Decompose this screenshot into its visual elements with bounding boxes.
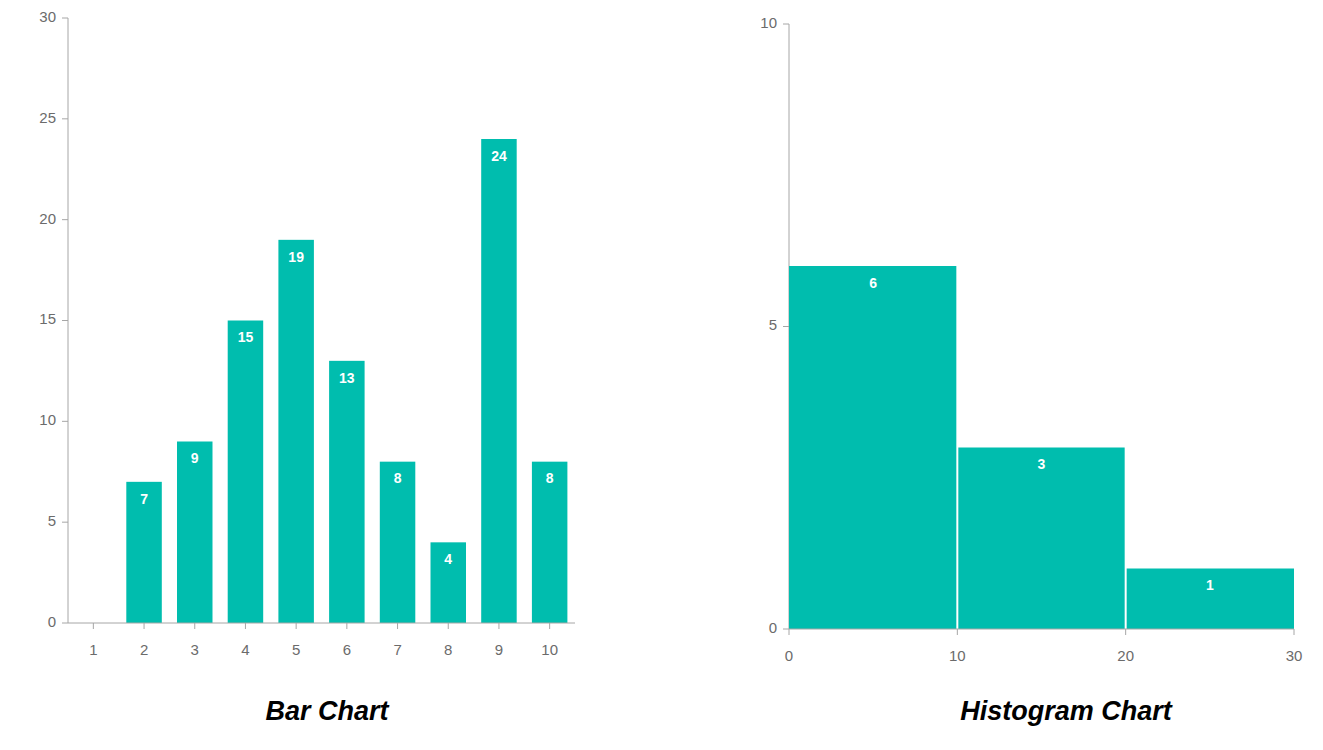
x-tick-label: 4 (241, 641, 249, 658)
bar (532, 462, 567, 623)
data-label: 13 (339, 370, 355, 386)
data-label: 19 (288, 249, 304, 265)
histogram-bar (958, 448, 1124, 630)
y-tick-label: 5 (769, 316, 777, 333)
y-tick-label: 0 (48, 613, 56, 630)
data-labels: 6 3 1 (869, 275, 1214, 594)
x-tick-label: 2 (140, 641, 148, 658)
x-tick-label: 7 (393, 641, 401, 658)
data-label: 3 (1038, 456, 1046, 472)
chart-canvas: 051015202530791519138424812345678910Bar … (0, 0, 1323, 750)
data-label: 6 (869, 275, 877, 291)
x-tick-label: 5 (292, 641, 300, 658)
histogram-bar (1127, 569, 1294, 630)
x-tick-label: 10 (541, 641, 558, 658)
y-tick-label: 5 (48, 512, 56, 529)
marks (126, 139, 567, 623)
y-tick (62, 421, 68, 422)
bar (481, 139, 516, 623)
x-tick-label: 8 (444, 641, 452, 658)
y-tick-label: 15 (39, 310, 56, 327)
chart-title: Histogram Chart (960, 696, 1173, 726)
y-tick-label: 30 (39, 8, 56, 25)
x-tick-label: 3 (191, 641, 199, 658)
x-tick (789, 629, 790, 635)
x-tick-label: 1 (89, 641, 97, 658)
data-label: 7 (140, 491, 148, 507)
bar (228, 321, 263, 624)
data-label: 1 (1206, 577, 1214, 593)
x-tick (296, 623, 297, 629)
y-tick (783, 629, 789, 630)
x-tick (93, 623, 94, 629)
x-tick-label: 9 (495, 641, 503, 658)
y-tick (62, 18, 68, 19)
x-tick (194, 623, 195, 629)
x-tick (1125, 629, 1126, 635)
data-label: 8 (546, 470, 554, 486)
y-tick-label: 25 (39, 109, 56, 126)
x-tick (957, 629, 958, 635)
data-label: 4 (444, 551, 452, 567)
x-tick (498, 623, 499, 629)
x-tick (346, 623, 347, 629)
x-tick-label: 10 (949, 647, 966, 664)
data-label: 15 (238, 329, 254, 345)
x-tick (245, 623, 246, 629)
y-tick (62, 219, 68, 220)
x-tick-label: 0 (785, 647, 793, 664)
chart-title: Bar Chart (265, 696, 389, 726)
bar (126, 482, 161, 623)
bar (380, 462, 415, 623)
y-tick-label: 0 (769, 619, 777, 636)
x-tick (448, 623, 449, 629)
bar (431, 542, 466, 623)
chart-0: 0 5 10 15 20 25 30 7 9 15 19 13 8 4 24 8 1 2 3 4 5 6 7 8 9 10 Bar … (39, 8, 575, 726)
data-label: 24 (491, 148, 507, 164)
chart-1: 05106310102030Histogram Chart (760, 14, 1302, 726)
x-tick-label: 30 (1286, 647, 1303, 664)
y-tick (62, 320, 68, 321)
x-tick-label: 6 (343, 641, 351, 658)
y-tick (783, 24, 789, 25)
data-labels: 7 9 15 19 13 8 4 24 8 (140, 148, 554, 567)
y-tick (62, 522, 68, 523)
y-tick-label: 20 (39, 210, 56, 227)
x-tick-label: 20 (1117, 647, 1134, 664)
y-tick (783, 326, 789, 327)
bar (329, 361, 364, 623)
y-tick-label: 10 (39, 411, 56, 428)
histogram-bar (789, 266, 956, 629)
y-tick-label: 10 (760, 14, 777, 31)
y-tick (62, 623, 68, 624)
bar (278, 240, 313, 623)
y-tick (62, 118, 68, 119)
data-label: 8 (394, 470, 402, 486)
x-tick (144, 623, 145, 629)
x-tick (549, 623, 550, 629)
bar (177, 442, 212, 624)
data-label: 9 (191, 450, 199, 466)
marks (789, 266, 1294, 629)
x-axis-line (789, 629, 1294, 630)
x-tick (1294, 629, 1295, 635)
x-tick (397, 623, 398, 629)
